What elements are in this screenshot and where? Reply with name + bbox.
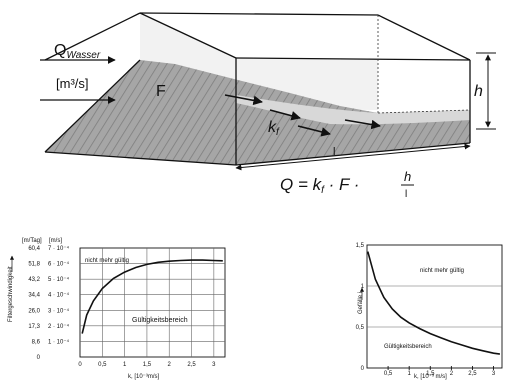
inflow-unit: [m³/s] — [56, 76, 89, 91]
water-surface-band — [236, 95, 470, 125]
chart-velocity-y-tick-mtag: 8,6 — [32, 339, 41, 345]
chart-gradient-region-upper: nicht mehr gültig — [420, 268, 464, 274]
chart-gradient-x-tick: 1,5 — [426, 371, 435, 377]
flow-arrow-2 — [269, 109, 301, 121]
chart-velocity-y-tick-mtag: 17,3 — [28, 324, 40, 330]
chart-velocity-y-tick-ms: 4 · 10⁻⁴ — [48, 292, 70, 299]
darcy-formula: Q = kf · F · h l — [280, 169, 414, 200]
flow-arrow-4 — [344, 119, 381, 130]
chart-gradient-region-lower: Gültigkeitsbereich — [384, 344, 432, 350]
chart-velocity-y-tick-mtag: 43,2 — [28, 277, 40, 283]
chart-velocity-ylabel: Filtergeschwindigkeit — [8, 266, 14, 322]
chart-velocity: 0 0,5 1 1,5 2 2,5 3 60,4 51,8 43,2 34,4 26,0 17,3 8,6… — [8, 238, 226, 380]
soil-water-body — [45, 60, 470, 165]
chart-velocity-y-tick-mtag: 51,8 — [28, 262, 40, 268]
chart-velocity-header-mtag: [m/Tag] — [22, 238, 42, 244]
chart-gradient-y-tick: 0,5 — [356, 325, 365, 331]
area-label: F — [156, 83, 166, 100]
svg-text:h: h — [404, 169, 411, 184]
chart-velocity-region-upper: nicht mehr gültig — [85, 258, 129, 264]
chart-velocity-y-tick-mtag: 34,4 — [28, 293, 40, 299]
chart-velocity-xlabel: k, [10⁻³m/s] — [128, 374, 160, 380]
height-label: h — [474, 83, 483, 100]
chart-velocity-y-tick-ms: 3 · 10⁻⁴ — [48, 307, 70, 314]
chart-velocity-y-tick-mtag: 26,0 — [28, 308, 40, 314]
flow-arrow-3 — [297, 125, 331, 137]
chart-gradient-plot-area — [366, 244, 503, 369]
chart-velocity-x-tick: 0,5 — [98, 362, 107, 368]
chart-velocity-region-lower: Gültigkeitsbereich — [132, 317, 188, 324]
chart-gradient-x-tick: 3 — [492, 371, 496, 377]
chart-gradient-x-tick: 0,5 — [384, 371, 393, 377]
chart-velocity-curve — [81, 259, 223, 334]
length-dimension-arrow — [235, 143, 471, 171]
chart-velocity-y-tick-ms: 5 · 10⁻⁴ — [48, 276, 70, 283]
svg-text:l: l — [405, 189, 407, 200]
chart-velocity-x-tick: 2,5 — [187, 362, 196, 368]
chart-velocity-x-tick: 1 — [123, 362, 127, 368]
chart-velocity-x-tick: 2 — [168, 362, 172, 368]
chart-velocity-y-tick-mtag: 0 — [37, 355, 41, 361]
chart-gradient-y-tick: 1,5 — [356, 243, 365, 249]
chart-velocity-y-tick-ms: 6 · 10⁻⁴ — [48, 261, 70, 268]
chart-velocity-header-ms: [m/s] — [49, 238, 62, 244]
kf-label: kf — [268, 119, 280, 138]
chart-velocity-x-tick: 0 — [78, 362, 82, 368]
chart-gradient-x-tick: 2 — [450, 371, 454, 377]
darcy-box-diagram: QWasser [m³/s] F kf h l Q = kf · F · h l — [40, 12, 496, 200]
chart-velocity-y-tick-mtag: 60,4 — [28, 246, 40, 252]
chart-velocity-y-tick-ms: 2 · 10⁻⁴ — [48, 323, 70, 330]
chart-velocity-y-tick-ms: 7 · 10⁻⁴ — [48, 245, 70, 252]
chart-gradient: 1,5 1 0,5 0 0,5 1 1,5 2 2,5 3 Gefälle i k, [10⁻³ … — [356, 243, 503, 380]
length-label: l — [333, 146, 335, 158]
svg-text:Q = kf · F ·: Q = kf · F · — [280, 175, 359, 196]
chart-velocity-y-tick-ms: 1 · 10⁻⁴ — [48, 338, 70, 345]
box-top-face — [140, 13, 470, 60]
chart-gradient-x-tick: 1 — [408, 371, 412, 377]
chart-gradient-y-tick: 1 — [361, 284, 365, 290]
chart-gradient-x-tick: 2,5 — [468, 371, 477, 377]
chart-gradient-ylabel: Gefälle i — [358, 292, 364, 314]
chart-gradient-xlabel: k, [10⁻³ m/s] — [414, 374, 447, 380]
chart-velocity-x-tick: 3 — [212, 362, 216, 368]
chart-velocity-x-tick: 1,5 — [143, 362, 152, 368]
inflow-symbol: QWasser — [54, 42, 101, 61]
chart-gradient-curve — [367, 251, 501, 355]
chart-gradient-y-tick: 0 — [361, 366, 365, 372]
flow-arrow-1 — [224, 94, 263, 106]
chart-velocity-plot-area — [79, 247, 226, 358]
